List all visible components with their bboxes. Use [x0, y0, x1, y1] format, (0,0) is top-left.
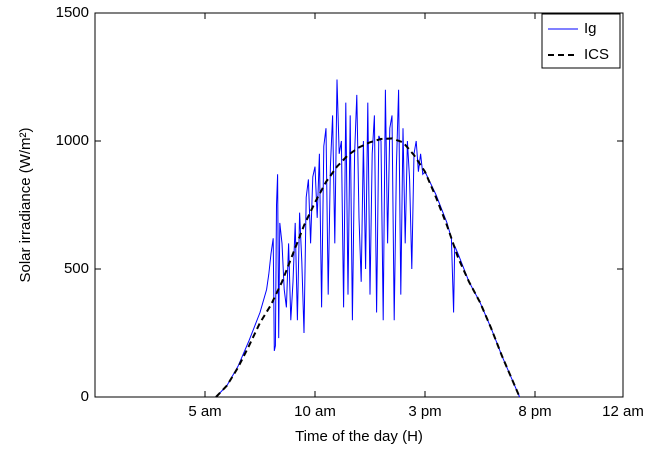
y-tick-label: 1500: [56, 4, 89, 21]
x-axis-label: Time of the day (H): [295, 428, 423, 445]
legend-label: Ig: [584, 20, 597, 37]
y-axis-label: Solar irradiance (W/m²): [17, 127, 34, 282]
x-tick-label: 10 am: [294, 403, 336, 420]
y-tick-label: 500: [64, 260, 89, 277]
legend-label: ICS: [584, 46, 609, 63]
x-tick-label: 5 am: [188, 403, 221, 420]
y-tick-label: 0: [81, 388, 89, 405]
series-line: [215, 79, 521, 398]
x-tick-label: 8 pm: [518, 403, 551, 420]
legend-box: [541, 13, 621, 69]
series-line: [215, 137, 521, 398]
x-tick-label: 3 pm: [408, 403, 441, 420]
y-tick-label: 1000: [56, 132, 89, 149]
x-tick-label: 12 am: [602, 403, 644, 420]
plot-frame: [94, 12, 624, 398]
